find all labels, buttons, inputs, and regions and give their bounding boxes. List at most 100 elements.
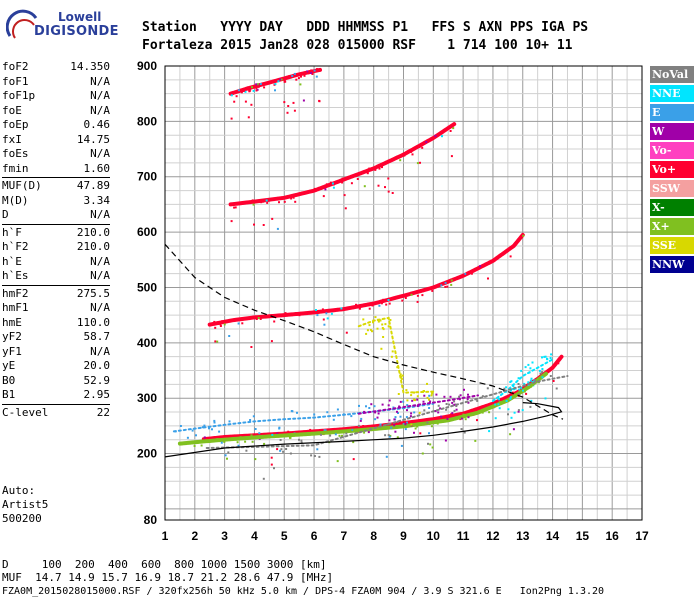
echo-point	[258, 432, 261, 435]
echo-point	[439, 407, 442, 410]
echo-point	[332, 418, 335, 421]
echo-point	[451, 412, 454, 415]
echo-point	[316, 68, 318, 71]
echo-point	[249, 419, 252, 421]
echo-point	[428, 432, 430, 435]
echo-point	[404, 428, 407, 431]
logo-line2: DIGISONDE	[34, 24, 119, 39]
echo-point	[457, 413, 460, 416]
param-name: foE	[2, 103, 22, 117]
param-separator	[2, 223, 110, 225]
echo-point	[403, 421, 406, 424]
echo-point	[316, 448, 319, 451]
echo-point	[342, 413, 345, 416]
param-value: 22	[96, 405, 110, 419]
echo-point	[280, 78, 283, 81]
echo-point	[463, 388, 465, 391]
echo-point	[310, 69, 313, 72]
echo-point	[349, 428, 352, 431]
echo-point	[253, 223, 255, 226]
echo-point	[413, 431, 415, 434]
echo-point	[419, 161, 421, 164]
echo-point	[418, 146, 421, 148]
echo-point	[213, 419, 216, 422]
legend-item-x-: X+	[650, 218, 694, 235]
echo-point	[529, 405, 532, 408]
echo-point	[409, 415, 412, 418]
param-value: 210.0	[76, 240, 110, 253]
echo-point	[326, 411, 329, 414]
echo-point	[401, 374, 404, 377]
echo-point	[228, 335, 231, 337]
footer-muf-row: MUF 14.7 14.9 15.7 16.9 18.7 21.2 28.6 4…	[2, 571, 334, 584]
echo-point	[326, 429, 329, 432]
echo-point	[421, 452, 424, 455]
echo-point	[387, 177, 390, 180]
echo-point	[494, 417, 497, 420]
x-tick-label: 4	[251, 529, 258, 543]
echo-point	[213, 421, 216, 424]
echo-point	[321, 308, 324, 311]
echo-point	[325, 183, 328, 186]
echo-point	[390, 355, 393, 358]
echo-point	[341, 177, 344, 180]
echo-point	[397, 393, 400, 395]
param-name: M(D)	[2, 193, 29, 207]
echo-point	[271, 433, 274, 436]
param-name: C-level	[2, 405, 49, 419]
echo-point	[284, 434, 287, 436]
echo-point	[396, 420, 399, 423]
echo-point	[330, 312, 333, 315]
echo-point	[273, 320, 276, 323]
param-value: N/A	[90, 147, 110, 160]
echo-point	[208, 427, 210, 430]
echo-point	[376, 416, 379, 419]
echo-point	[541, 376, 544, 379]
echo-point	[416, 425, 419, 428]
echo-point	[517, 409, 520, 412]
echo-point	[437, 411, 440, 414]
echo-point	[404, 423, 407, 426]
param-name: yE	[2, 359, 16, 372]
echo-point	[340, 307, 343, 310]
echo-point	[273, 80, 276, 83]
echo-point	[441, 131, 444, 134]
echo-point	[329, 181, 332, 184]
echo-point	[388, 302, 391, 305]
echo-point	[260, 201, 263, 204]
echo-point	[251, 199, 254, 202]
echo-point	[302, 99, 305, 102]
x-tick-label: 7	[341, 529, 348, 543]
echo-point	[372, 321, 374, 324]
echo-point	[292, 196, 295, 199]
echo-point	[505, 390, 508, 393]
echo-point	[338, 434, 341, 437]
echo-point	[374, 316, 377, 319]
param-row: MUF(D) 47.89	[2, 179, 110, 194]
echo-point	[290, 197, 293, 200]
echo-point	[382, 298, 385, 301]
echo-point	[546, 357, 548, 360]
echo-point	[227, 451, 230, 454]
echo-point	[394, 416, 397, 419]
echo-point	[413, 411, 416, 414]
echo-point	[531, 361, 534, 364]
echo-point	[286, 76, 289, 79]
muf-curve-line	[164, 243, 564, 420]
echo-point	[443, 395, 446, 398]
x-tick-label: 1	[162, 529, 169, 543]
echo-point	[462, 273, 465, 276]
echo-point	[262, 200, 265, 203]
echo-point	[467, 416, 470, 419]
echo-point	[343, 194, 346, 197]
trace-line	[491, 358, 554, 402]
echo-point	[507, 408, 510, 411]
param-row: foEp 0.46	[2, 118, 110, 133]
echo-point	[416, 300, 419, 303]
echo-point	[430, 418, 433, 421]
echo-point	[191, 429, 194, 432]
echo-point	[428, 394, 431, 397]
echo-point	[334, 433, 337, 436]
legend-item-noval: NoVal	[650, 66, 694, 83]
echo-point	[298, 314, 301, 317]
